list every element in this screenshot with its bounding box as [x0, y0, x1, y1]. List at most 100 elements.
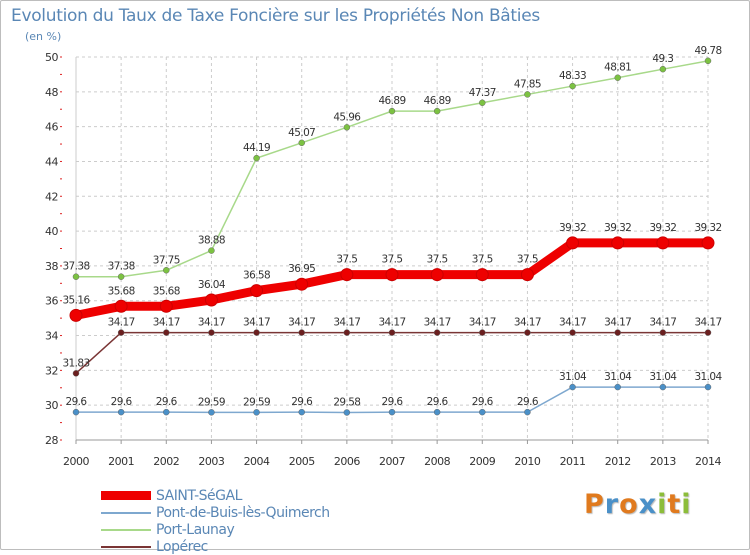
- y-tick-label: 38: [45, 260, 58, 273]
- x-tick-label: 2010: [514, 455, 540, 468]
- data-point: [479, 99, 486, 107]
- data-point: [72, 273, 80, 280]
- data-point: [343, 329, 351, 336]
- data-point: [704, 57, 712, 65]
- data-label: 36.95: [288, 263, 315, 275]
- data-point: [614, 74, 621, 81]
- data-label: 34.17: [288, 317, 315, 329]
- data-point: [208, 247, 215, 254]
- legend-label: SAINT-SéGAL: [156, 487, 242, 504]
- logo-letter: o: [619, 489, 639, 520]
- data-point: [253, 154, 260, 162]
- data-label: 37.38: [108, 261, 135, 273]
- data-label: 39.32: [604, 222, 631, 234]
- x-tick-label: 2005: [289, 455, 315, 468]
- data-label: 37.75: [153, 254, 180, 266]
- data-point: [475, 268, 489, 282]
- data-point: [430, 268, 444, 282]
- data-point: [208, 409, 215, 416]
- data-label: 34.17: [108, 317, 135, 329]
- data-label: 29.6: [111, 396, 133, 408]
- data-point: [659, 383, 667, 391]
- data-point: [117, 408, 125, 416]
- data-label: 37.5: [472, 254, 493, 266]
- x-tick-label: 2006: [334, 455, 360, 468]
- data-point: [385, 268, 399, 282]
- x-tick-label: 2011: [560, 455, 586, 468]
- data-point: [569, 329, 576, 336]
- data-label: 31.04: [559, 371, 587, 383]
- legend-item: Lopérec: [101, 538, 330, 555]
- legend-label: Port-Launay: [156, 521, 235, 538]
- data-point: [117, 329, 125, 336]
- data-point: [433, 107, 441, 115]
- data-point: [614, 383, 621, 391]
- data-label: 45.07: [288, 127, 315, 139]
- legend-label: Lopérec: [156, 538, 208, 555]
- data-point: [566, 236, 580, 250]
- data-label: 34.17: [559, 317, 586, 329]
- data-label: 29.6: [291, 396, 313, 408]
- legend-item: Port-Launay: [101, 521, 330, 538]
- data-point: [479, 329, 486, 336]
- data-point: [524, 408, 531, 416]
- chart-subtitle: (en %): [25, 30, 62, 43]
- data-point: [704, 329, 712, 336]
- legend-swatch: [101, 545, 151, 548]
- data-point: [163, 329, 170, 336]
- y-tick-label: 28: [45, 434, 58, 447]
- y-tick-label: 46: [45, 121, 58, 134]
- data-label: 34.17: [198, 317, 225, 329]
- data-point: [343, 124, 351, 131]
- x-tick-label: 2002: [153, 455, 179, 468]
- data-point: [388, 408, 396, 416]
- data-label: 37.5: [336, 254, 357, 266]
- y-tick-label: 50: [45, 51, 58, 64]
- data-label: 48.33: [559, 70, 586, 82]
- data-label: 47.37: [469, 87, 496, 99]
- data-label: 35.68: [108, 285, 135, 297]
- data-point: [520, 268, 534, 282]
- chart-title: Evolution du Taux de Taxe Foncière sur l…: [11, 6, 540, 26]
- data-label: 46.89: [424, 95, 451, 107]
- data-point: [611, 236, 625, 250]
- x-tick-label: 2012: [605, 455, 631, 468]
- data-label: 31.04: [604, 371, 632, 383]
- data-label: 48.81: [604, 62, 631, 74]
- data-label: 45.96: [333, 111, 361, 123]
- data-point: [433, 408, 441, 416]
- legend-swatch: [101, 528, 151, 531]
- data-point: [253, 409, 260, 416]
- data-label: 49.78: [694, 45, 721, 57]
- data-label: 34.17: [243, 317, 270, 329]
- x-tick-label: 2001: [108, 455, 134, 468]
- data-point: [659, 65, 667, 73]
- data-label: 29.6: [427, 396, 449, 408]
- data-point: [433, 329, 441, 336]
- data-point: [343, 409, 351, 416]
- data-point: [69, 308, 83, 322]
- data-point: [388, 329, 396, 336]
- data-label: 31.04: [649, 371, 677, 383]
- data-label: 29.59: [243, 396, 270, 408]
- data-label: 36.58: [243, 270, 270, 282]
- data-label: 34.17: [649, 317, 676, 329]
- y-tick-label: 40: [45, 225, 58, 238]
- data-label: 37.5: [382, 254, 403, 266]
- data-point: [656, 236, 670, 250]
- x-tick-label: 2003: [198, 455, 224, 468]
- data-point: [208, 329, 215, 336]
- logo-letter: r: [604, 489, 620, 520]
- data-label: 44.19: [243, 142, 270, 154]
- data-point: [159, 299, 173, 313]
- chart-legend: SAINT-SéGAL Pont-de-Buis-lès-Quimerch Port…: [101, 487, 330, 555]
- data-label: 37.5: [427, 254, 448, 266]
- data-label: 29.59: [198, 396, 225, 408]
- data-label: 31.04: [694, 371, 722, 383]
- data-point: [163, 408, 170, 416]
- data-label: 29.6: [382, 396, 404, 408]
- y-tick-label: 36: [45, 295, 58, 308]
- data-label: 34.17: [694, 317, 721, 329]
- x-tick-label: 2009: [469, 455, 495, 468]
